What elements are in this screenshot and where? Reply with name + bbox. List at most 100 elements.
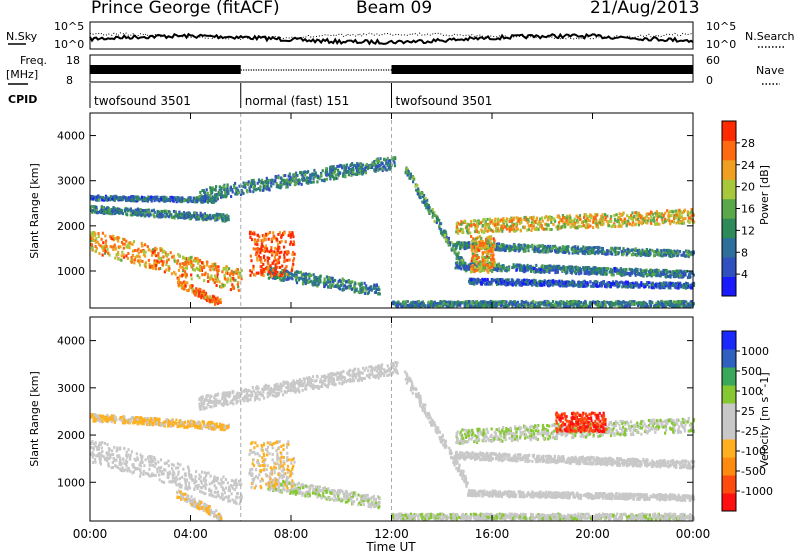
range-cell (181, 212, 184, 216)
sky-label: N.Sky (6, 30, 38, 43)
range-cell (114, 247, 117, 251)
range-cell (289, 183, 292, 187)
range-cell (392, 159, 395, 163)
range-cell (342, 282, 345, 286)
range-cell (604, 217, 607, 221)
range-cell (101, 246, 104, 250)
range-cell (458, 222, 461, 226)
range-cell (138, 260, 141, 264)
range-cell (134, 256, 137, 259)
range-cell (587, 223, 590, 227)
range-cell (583, 216, 586, 219)
range-cell (234, 278, 237, 282)
range-cell (165, 253, 168, 257)
range-cell (207, 216, 210, 220)
range-cell (109, 235, 112, 239)
range-cell (155, 254, 158, 258)
range-cell (535, 304, 538, 308)
range-cell (330, 165, 333, 169)
range-cell (153, 215, 156, 219)
range-cell (555, 269, 558, 273)
range-cell (184, 260, 188, 264)
range-cell (113, 212, 116, 216)
freq-block (391, 65, 693, 74)
range-cell (540, 216, 544, 220)
range-cell (630, 253, 634, 257)
range-cell (126, 207, 129, 211)
range-cell (608, 224, 611, 228)
range-cell (100, 211, 103, 215)
range-cell (503, 225, 506, 229)
range-cell (184, 281, 187, 285)
range-cell (165, 260, 168, 264)
range-cell (555, 304, 558, 308)
range-cell (438, 301, 441, 305)
range-cell (127, 245, 130, 249)
range-cell (245, 189, 248, 192)
range-cell (204, 199, 207, 203)
range-cell (275, 276, 279, 280)
range-cell (115, 195, 118, 199)
range-cell (120, 211, 123, 215)
range-cell (582, 251, 585, 255)
range-cell (413, 177, 416, 181)
range-cell (550, 228, 553, 231)
range-cell (225, 271, 228, 275)
range-cell (351, 171, 354, 174)
range-cell (242, 181, 245, 185)
range-cell (631, 302, 634, 306)
range-cell (113, 245, 116, 249)
range-cell (665, 301, 668, 304)
range-cell (125, 245, 128, 249)
range-cell (185, 214, 188, 218)
range-cell (208, 265, 211, 269)
range-cell (316, 180, 319, 184)
range-cell (363, 281, 366, 285)
range-cell (120, 241, 124, 244)
range-cell (185, 265, 188, 269)
range-cell (671, 210, 674, 214)
range-cell (153, 210, 156, 214)
range-cell (166, 198, 169, 202)
range-cell (164, 215, 167, 219)
range-cell (621, 219, 624, 223)
range-cell (129, 213, 132, 217)
freq-trace (90, 65, 693, 74)
range-cell (216, 275, 219, 279)
range-cell (672, 220, 675, 224)
range-cell (442, 301, 445, 305)
range-cell (417, 304, 421, 308)
range-cell (436, 219, 439, 222)
range-cell (484, 226, 487, 230)
range-cell (196, 274, 199, 278)
range-cell (300, 171, 303, 175)
range-cell (412, 180, 415, 184)
range-cell (540, 301, 543, 305)
range-cell (232, 286, 236, 290)
range-cell (328, 283, 331, 287)
range-cell (195, 199, 198, 203)
range-cell (517, 243, 520, 247)
range-cell (465, 302, 468, 306)
range-cell (310, 173, 313, 177)
range-cell (433, 219, 436, 223)
range-cell (213, 280, 216, 284)
range-cell (476, 230, 479, 233)
range-cell (231, 283, 234, 287)
range-cell (177, 280, 180, 284)
range-cell (206, 260, 209, 264)
range-cell (535, 228, 538, 232)
range-cell (102, 241, 105, 245)
range-cell (467, 223, 470, 227)
range-cell (355, 289, 358, 292)
range-cell (519, 229, 522, 233)
range-cell (351, 280, 354, 284)
range-cell (222, 213, 225, 217)
range-cell (447, 243, 450, 247)
range-cell (147, 248, 150, 252)
range-cell (393, 161, 396, 165)
range-cell (546, 223, 549, 227)
range-cell (486, 301, 489, 304)
range-cell (527, 249, 530, 253)
range-cell (206, 191, 209, 195)
